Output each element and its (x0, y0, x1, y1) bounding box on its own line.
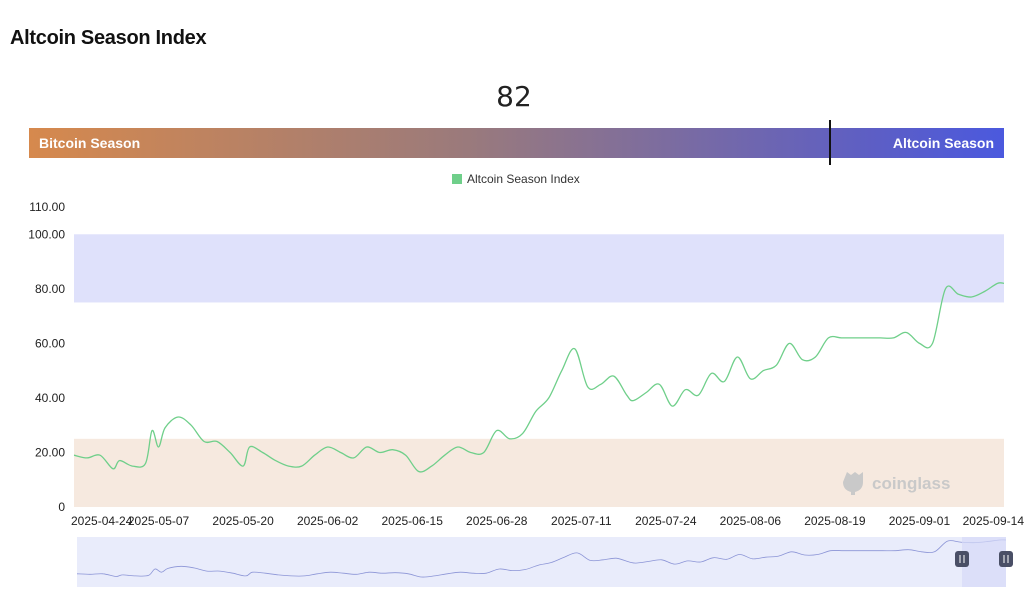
coinglass-watermark: coinglass (843, 472, 950, 495)
navigator-handle-left[interactable] (955, 551, 969, 567)
x-tick-label: 2025-09-01 (889, 514, 951, 528)
zone-band-0 (74, 234, 1004, 303)
y-tick-label: 0 (58, 500, 65, 514)
y-tick-label: 80.00 (35, 282, 65, 296)
y-tick-label: 60.00 (35, 336, 65, 350)
zone-band-1 (74, 438, 1004, 507)
x-tick-label: 2025-08-19 (804, 514, 866, 528)
coinglass-logo-icon (843, 472, 863, 495)
x-tick-label: 2025-05-07 (128, 514, 190, 528)
y-tick-label: 40.00 (35, 391, 65, 405)
current-value-marker (829, 120, 831, 165)
current-index-value: 82 (496, 80, 532, 113)
watermark-text: coinglass (872, 474, 950, 493)
season-gradient-bar: Bitcoin Season Altcoin Season (29, 128, 1004, 158)
navigator-handle-right[interactable] (999, 551, 1013, 567)
y-tick-label: 20.00 (35, 445, 65, 459)
legend-swatch (452, 174, 462, 184)
navigator-selection[interactable] (962, 537, 1006, 587)
bitcoin-season-label: Bitcoin Season (39, 135, 141, 151)
x-tick-label: 2025-06-02 (297, 514, 359, 528)
altcoin-season-label: Altcoin Season (892, 135, 994, 151)
x-tick-label: 2025-04-24 (71, 514, 133, 528)
x-tick-label: 2025-07-24 (635, 514, 697, 528)
x-tick-label: 2025-07-11 (551, 514, 612, 528)
chart-legend[interactable]: Altcoin Season Index (452, 172, 580, 186)
legend-label: Altcoin Season Index (467, 172, 580, 186)
navigator-line (76, 539, 1007, 578)
x-tick-label: 2025-09-14 (963, 514, 1025, 528)
page-title: Altcoin Season Index (10, 27, 207, 49)
x-tick-label: 2025-05-20 (212, 514, 274, 528)
navigator-background (77, 537, 1006, 587)
y-tick-label: 100.00 (28, 227, 65, 241)
y-tick-label: 110.00 (29, 200, 65, 214)
x-tick-label: 2025-08-06 (720, 514, 782, 528)
x-tick-label: 2025-06-28 (466, 514, 528, 528)
range-navigator[interactable] (76, 537, 1013, 587)
index-line (73, 282, 1005, 473)
x-tick-label: 2025-06-15 (381, 514, 443, 528)
